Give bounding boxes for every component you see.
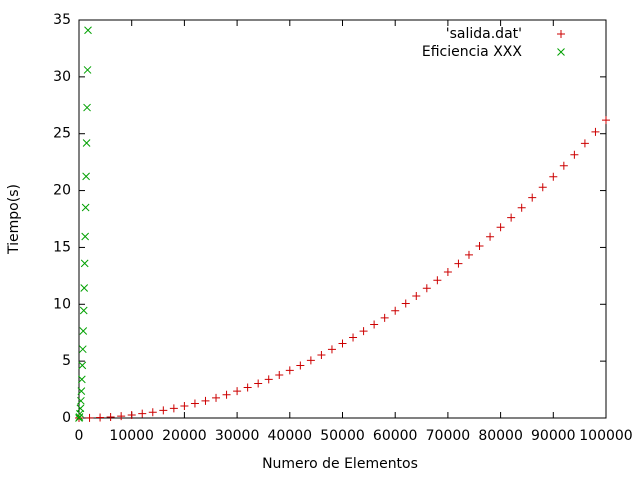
- data-point: [464, 250, 473, 259]
- x-tick-label: 90000: [531, 428, 576, 444]
- data-point: [359, 327, 368, 336]
- data-point: [77, 387, 86, 396]
- y-tick-label: 0: [62, 410, 71, 426]
- data-point: [486, 232, 495, 241]
- data-point: [528, 193, 537, 202]
- data-point: [412, 291, 421, 300]
- data-point: [285, 366, 294, 375]
- x-tick-label: 10000: [109, 428, 154, 444]
- data-point: [296, 361, 305, 370]
- data-point: [338, 339, 347, 348]
- data-point: [148, 408, 157, 417]
- legend-marker: [557, 30, 565, 38]
- data-point: [443, 267, 452, 276]
- data-point: [79, 327, 88, 335]
- data-point: [391, 306, 400, 315]
- data-point: [159, 406, 168, 415]
- y-tick-label: 25: [53, 126, 71, 142]
- legend-label: Eficiencia XXX: [422, 44, 523, 60]
- data-point: [180, 402, 189, 411]
- data-point: [559, 161, 568, 170]
- data-point: [580, 139, 589, 148]
- data-point: [190, 399, 199, 408]
- data-point: [602, 116, 610, 125]
- data-point: [127, 411, 136, 420]
- legend-marker: [557, 48, 565, 56]
- x-tick-label: 30000: [215, 428, 260, 444]
- x-tick-label: 60000: [373, 428, 418, 444]
- x-tick-label: 50000: [320, 428, 365, 444]
- plot-frame: [78, 19, 607, 419]
- data-point: [81, 232, 90, 241]
- data-point: [169, 404, 178, 413]
- data-point: [370, 320, 379, 329]
- data-point: [254, 379, 263, 388]
- data-point: [83, 66, 92, 74]
- x-tick-label: 0: [75, 428, 84, 444]
- data-point: [83, 103, 91, 112]
- data-point: [77, 396, 85, 405]
- data-point: [538, 183, 547, 192]
- data-point: [349, 333, 358, 342]
- y-tick-label: 10: [53, 296, 71, 312]
- x-tick-label: 20000: [162, 428, 207, 444]
- data-point: [106, 412, 115, 421]
- data-point: [507, 213, 516, 222]
- data-point: [82, 139, 91, 147]
- data-point: [570, 150, 579, 159]
- y-tick-label: 20: [53, 183, 71, 199]
- data-point: [78, 345, 87, 354]
- data-point: [549, 172, 558, 181]
- legend-label: 'salida.dat': [446, 26, 522, 42]
- data-point: [77, 375, 86, 384]
- data-point: [475, 241, 484, 250]
- data-point: [454, 259, 463, 268]
- data-point: [233, 387, 242, 396]
- data-point: [85, 413, 94, 422]
- data-point: [243, 383, 252, 392]
- x-tick-label: 70000: [426, 428, 471, 444]
- data-point: [78, 361, 87, 370]
- y-tick-label: 35: [53, 12, 71, 28]
- y-tick-label: 15: [53, 239, 71, 255]
- data-point: [117, 412, 126, 421]
- data-point: [81, 203, 90, 212]
- data-point: [380, 313, 389, 322]
- data-point: [79, 306, 88, 315]
- data-point: [201, 396, 210, 405]
- data-point: [138, 409, 147, 418]
- data-point: [317, 351, 326, 360]
- data-point: [75, 413, 84, 421]
- data-point: [496, 223, 505, 232]
- data-point: [591, 127, 600, 136]
- data-point: [422, 284, 431, 293]
- data-point: [517, 203, 526, 212]
- data-point: [275, 371, 284, 380]
- data-point: [327, 345, 336, 354]
- x-tick-label: 80000: [478, 428, 523, 444]
- data-point: [401, 299, 410, 308]
- data-point: [96, 413, 105, 422]
- data-point: [80, 284, 89, 292]
- y-tick-label: 5: [62, 353, 71, 369]
- data-point: [433, 276, 442, 285]
- data-point: [212, 393, 221, 402]
- data-point: [222, 390, 231, 399]
- x-axis-label: Numero de Elementos: [262, 456, 418, 472]
- data-point: [306, 356, 315, 365]
- data-point: [264, 375, 273, 384]
- data-point: [82, 172, 90, 181]
- x-tick-label: 40000: [268, 428, 313, 444]
- data-point: [76, 404, 85, 413]
- y-axis-label: Tiempo(s): [6, 184, 22, 255]
- x-tick-label: 100000: [579, 428, 632, 444]
- data-point: [84, 26, 92, 35]
- data-point: [80, 259, 89, 268]
- y-tick-label: 30: [53, 69, 71, 85]
